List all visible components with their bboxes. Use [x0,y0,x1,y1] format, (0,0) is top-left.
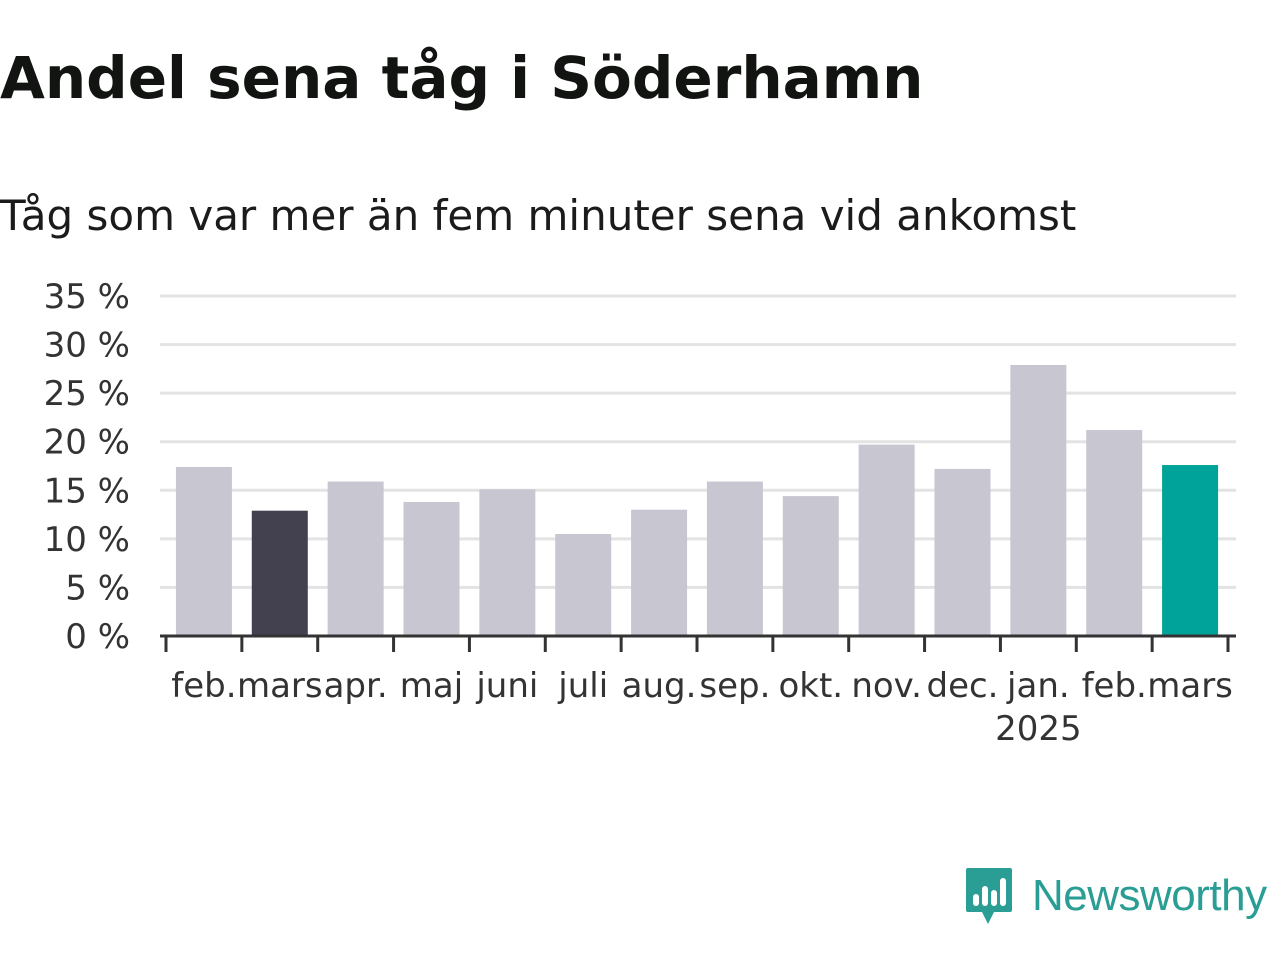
x-tick-label: mars [237,666,323,706]
x-tick-label: juli [557,666,608,706]
x-tick-label: okt. [778,666,843,706]
bar-12 [1010,364,1067,636]
bar-11 [934,468,991,636]
x-tick-label: feb. [171,666,236,706]
y-tick-label: 10 % [44,520,130,560]
x-tick-label: mars [1147,666,1233,706]
x-tick-label: feb. [1082,666,1147,706]
bar-6 [555,534,612,636]
x-tick-label: aug. [622,666,697,706]
y-tick-label: 5 % [65,568,130,608]
bar-9 [782,496,839,636]
x-axis-tick-labels: feb. mars apr. maj juni juli aug. sep. okt. nov. d… [171,666,1233,749]
y-axis-tick-labels: 0 % 5 % 10 % 15 % 20 % 25 % 30 % 35 % [44,277,130,657]
x-tick-label: apr. [324,666,388,706]
bar-13 [1086,430,1143,636]
bar-14 [1162,465,1219,636]
bar-5 [479,489,536,636]
bar-3 [327,481,384,636]
brand-name: Newsworthy [1032,871,1267,920]
x-tick-label: nov. [851,666,922,706]
x-tick-label: juni [475,666,538,706]
bar-1 [175,466,232,636]
x-year-label: 2025 [995,709,1082,749]
x-tick-label: maj [400,666,463,706]
bar-4 [403,501,460,636]
bar-7 [631,509,688,636]
x-tick-label: dec. [926,666,998,706]
y-tick-label: 30 % [44,326,130,366]
y-tick-label: 0 % [65,617,130,657]
chart-title: Andel sena tåg i Söderhamn [0,44,924,112]
y-tick-label: 15 % [44,471,130,511]
x-tick-label: sep. [699,666,770,706]
newsworthy-logo: Newsworthy [964,864,1267,928]
bar-2 [251,510,308,636]
x-axis [160,634,1236,652]
y-tick-label: 25 % [44,374,130,414]
bar-8 [706,481,763,636]
gridlines [160,294,1236,589]
bars [175,364,1219,636]
y-tick-label: 20 % [44,423,130,463]
chart-subtitle: Tåg som var mer än fem minuter sena vid … [0,191,1077,240]
chat-bar-chart-logo-icon [966,868,1012,924]
y-tick-label: 35 % [44,277,130,317]
x-tick-label: jan. [1006,666,1070,706]
bar-10 [858,444,915,636]
